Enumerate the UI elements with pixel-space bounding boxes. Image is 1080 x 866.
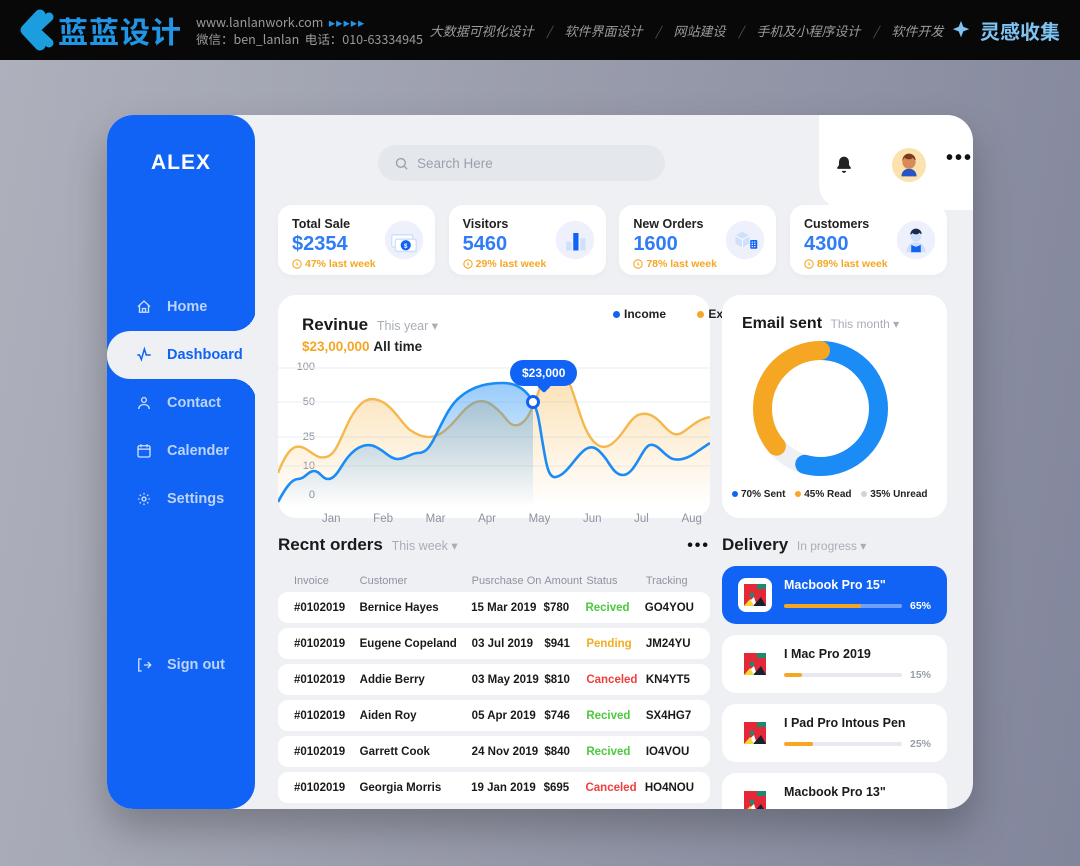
svg-text:$: $ — [404, 243, 408, 250]
